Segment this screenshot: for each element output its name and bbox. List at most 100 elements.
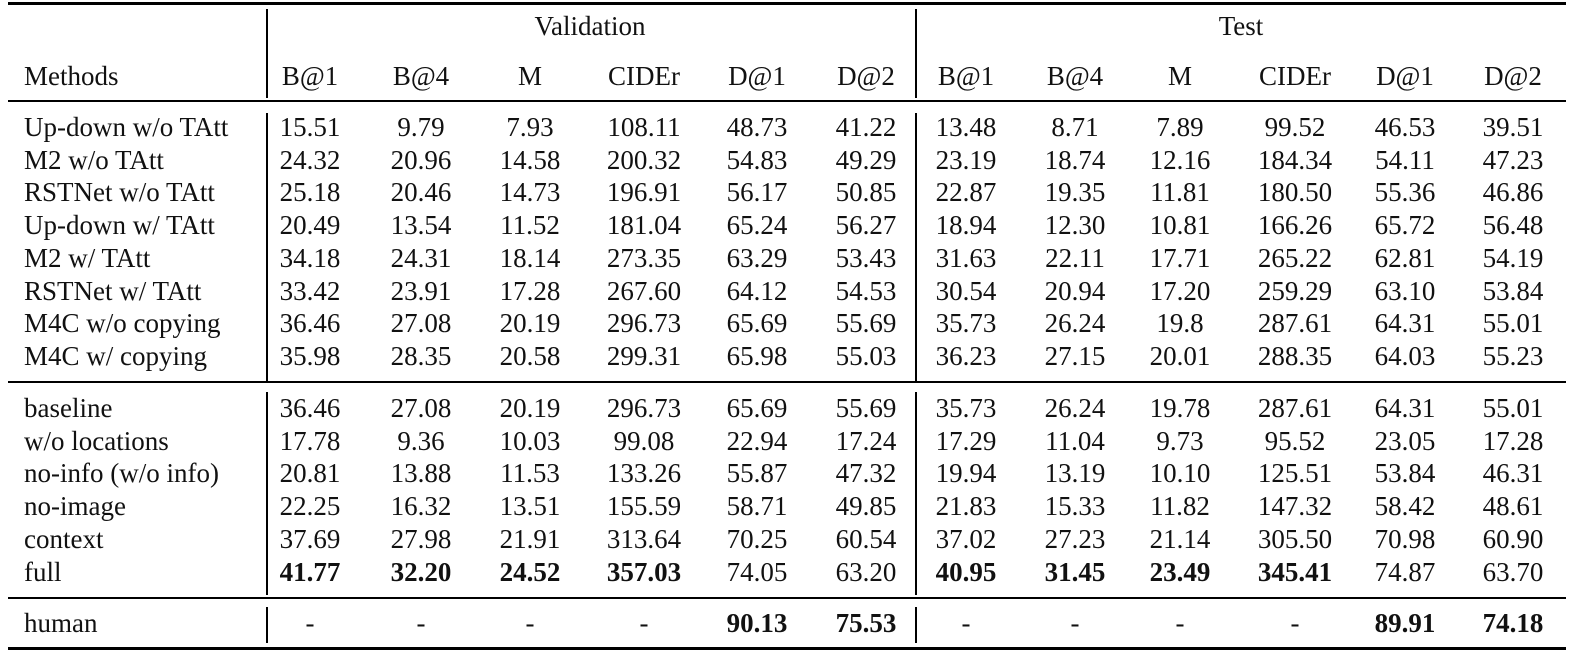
table-cell: 19.78 — [1149, 393, 1211, 423]
table-cell: 60.54 — [835, 523, 897, 554]
table-cell: 15.51 — [279, 112, 341, 142]
table-cell: 18.14 — [499, 242, 561, 273]
table-cell: - — [639, 608, 649, 638]
table-cell: 49.29 — [835, 144, 897, 175]
table-cell: 17.24 — [835, 425, 897, 456]
method-name: no-info (w/o info) — [24, 458, 219, 489]
table-cell: 23.49 — [1149, 556, 1211, 587]
vertical-rule — [266, 9, 268, 98]
table-cell: 22.11 — [1045, 242, 1105, 273]
table-cell: 35.73 — [935, 393, 997, 423]
table-cell: 17.20 — [1149, 275, 1211, 306]
table-cell: 20.49 — [279, 210, 341, 241]
table-cell: 56.48 — [1482, 210, 1544, 241]
table-cell: 46.53 — [1374, 112, 1436, 142]
table-cell: 49.85 — [835, 491, 897, 522]
table-cell: 24.52 — [499, 556, 561, 587]
column-header: B@1 — [281, 61, 339, 91]
group-header-test: Test — [1218, 11, 1264, 41]
table-cell: 55.87 — [726, 458, 788, 489]
table-cell: 345.41 — [1257, 556, 1333, 587]
table-cell: 30.54 — [935, 275, 997, 306]
table-cell: 9.73 — [1156, 425, 1204, 456]
table-cell: 39.51 — [1482, 112, 1544, 142]
table-cell: 357.03 — [606, 556, 682, 587]
table-cell: 21.83 — [935, 491, 997, 522]
method-name: no-image — [24, 491, 126, 522]
table-cell: 17.28 — [499, 275, 561, 306]
table-cell: - — [416, 608, 426, 638]
table-cell: 55.23 — [1482, 340, 1544, 371]
table-cell: 26.24 — [1044, 393, 1106, 423]
table-cell: 18.94 — [935, 210, 997, 241]
table-cell: - — [1175, 608, 1185, 638]
table-cell: 15.33 — [1044, 491, 1106, 522]
table-cell: 19.35 — [1044, 177, 1106, 208]
table-cell: 33.42 — [279, 275, 341, 306]
group-header-validation: Validation — [534, 11, 646, 41]
table-cell: 24.31 — [390, 242, 452, 273]
table-cell: 20.19 — [499, 393, 561, 423]
column-header: M — [517, 61, 542, 91]
horizontal-rule — [8, 100, 1566, 102]
table-cell: 13.48 — [935, 112, 997, 142]
table-cell: 19.94 — [935, 458, 997, 489]
column-header: B@4 — [1046, 61, 1104, 91]
table-cell: 55.69 — [835, 393, 897, 423]
table-cell: 22.87 — [935, 177, 997, 208]
table-cell: 36.46 — [279, 393, 341, 423]
table-cell: - — [1070, 608, 1080, 638]
table-cell: 17.28 — [1482, 425, 1544, 456]
table-cell: 7.93 — [506, 112, 554, 142]
table-cell: 23.19 — [935, 144, 997, 175]
table-cell: 7.89 — [1156, 112, 1204, 142]
table-cell: 288.35 — [1257, 340, 1333, 371]
table-cell: 54.53 — [835, 275, 897, 306]
table-cell: 37.69 — [279, 523, 341, 554]
column-header: B@4 — [392, 61, 450, 91]
table-cell: 21.91 — [499, 523, 561, 554]
table-cell: 147.32 — [1257, 491, 1333, 522]
table-cell: 35.73 — [935, 308, 997, 339]
table-cell: 65.72 — [1374, 210, 1436, 241]
table-cell: 75.53 — [835, 608, 897, 638]
table-cell: 54.19 — [1482, 242, 1544, 273]
table-cell: 53.84 — [1374, 458, 1436, 489]
horizontal-rule — [8, 381, 1566, 383]
table-cell: 35.98 — [279, 340, 341, 371]
table-cell: 70.98 — [1374, 523, 1436, 554]
table-cell: 47.32 — [835, 458, 897, 489]
table-cell: 40.95 — [935, 556, 997, 587]
table-cell: 10.81 — [1149, 210, 1211, 241]
table-cell: 11.52 — [500, 210, 560, 241]
table-cell: 17.71 — [1149, 242, 1211, 273]
table-cell: 22.94 — [726, 425, 788, 456]
table-cell: 133.26 — [606, 458, 682, 489]
table-cell: 27.08 — [390, 308, 452, 339]
table-cell: 20.01 — [1149, 340, 1211, 371]
table-cell: 37.02 — [935, 523, 997, 554]
table-cell: 27.08 — [390, 393, 452, 423]
column-header: D@2 — [1484, 61, 1542, 91]
results-table: Validation Test Methods B@1 B@4 M CIDEr D@1 D… — [8, 0, 1566, 655]
horizontal-rule — [8, 647, 1566, 650]
table-cell: 17.78 — [279, 425, 341, 456]
table-cell: 65.69 — [726, 308, 788, 339]
table-cell: 31.45 — [1044, 556, 1106, 587]
method-name: baseline — [24, 393, 113, 423]
method-name: context — [24, 523, 104, 554]
table-cell: 267.60 — [606, 275, 682, 306]
table-cell: 299.31 — [606, 340, 682, 371]
table-cell: 200.32 — [606, 144, 682, 175]
table-cell: 46.31 — [1482, 458, 1544, 489]
method-name: Up-down w/o TAtt — [24, 112, 229, 142]
table-cell: 55.36 — [1374, 177, 1436, 208]
method-name: M2 w/o TAtt — [24, 144, 164, 175]
table-cell: 20.81 — [279, 458, 341, 489]
method-name: M4C w/ copying — [24, 340, 208, 371]
method-name: Up-down w/ TAtt — [24, 210, 215, 241]
table-cell: 14.58 — [499, 144, 561, 175]
table-cell: 64.12 — [726, 275, 788, 306]
table-cell: - — [1290, 608, 1300, 638]
table-cell: 34.18 — [279, 242, 341, 273]
